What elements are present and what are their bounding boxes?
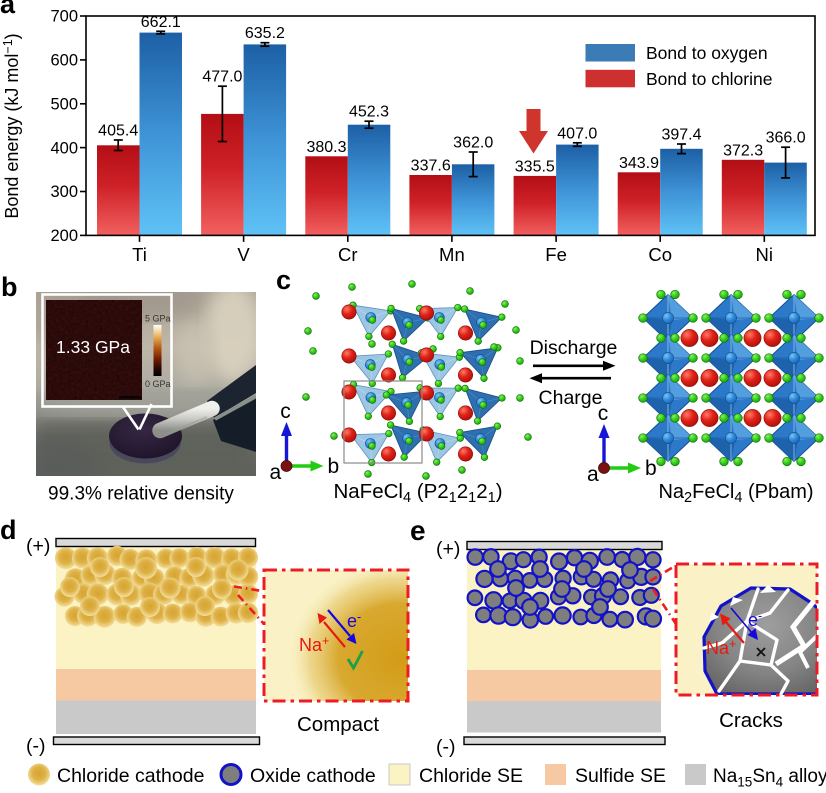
svg-text:452.3: 452.3 <box>349 104 389 121</box>
svg-text:Sulfide SE: Sulfide SE <box>575 765 666 787</box>
svg-text:Bond to oxygen: Bond to oxygen <box>646 43 768 63</box>
svg-text:500: 500 <box>50 96 78 114</box>
svg-text:b: b <box>328 455 340 478</box>
svg-text:335.5: 335.5 <box>515 158 555 175</box>
svg-text:Na+: Na+ <box>706 637 736 658</box>
svg-text:397.4: 397.4 <box>661 127 701 144</box>
svg-text:b: b <box>1 272 18 302</box>
svg-text:Bond energy (kJ mol−1): Bond energy (kJ mol−1) <box>1 33 22 218</box>
svg-text:1.33 GPa: 1.33 GPa <box>56 337 130 357</box>
svg-text:a: a <box>587 463 599 486</box>
svg-text:99.3% relative density: 99.3% relative density <box>48 484 234 505</box>
svg-text:Cracks: Cracks <box>719 709 783 732</box>
svg-text:477.0: 477.0 <box>202 69 242 86</box>
svg-text:200: 200 <box>50 227 78 245</box>
svg-text:400: 400 <box>50 139 78 157</box>
svg-text:Na15Sn4 alloy: Na15Sn4 alloy <box>713 766 826 790</box>
svg-text:Chloride cathode: Chloride cathode <box>57 765 204 787</box>
svg-text:380.3: 380.3 <box>306 139 346 156</box>
svg-text:366.0: 366.0 <box>766 130 806 147</box>
svg-text:Compact: Compact <box>297 713 379 736</box>
svg-text:Fe: Fe <box>545 244 567 265</box>
svg-text:662.1: 662.1 <box>141 14 181 31</box>
svg-text:343.9: 343.9 <box>619 155 659 172</box>
svg-text:e: e <box>410 515 426 546</box>
svg-text:300: 300 <box>50 183 78 201</box>
svg-text:0 GPa: 0 GPa <box>145 379 171 389</box>
svg-text:c: c <box>276 265 291 295</box>
svg-text:b: b <box>645 457 657 480</box>
svg-text:a: a <box>0 0 16 19</box>
svg-text:405.4: 405.4 <box>98 123 138 140</box>
svg-text:NaFeCl4 (P212121): NaFeCl4 (P212121) <box>333 480 502 506</box>
svg-text:372.3: 372.3 <box>723 142 763 159</box>
svg-text:Oxide cathode: Oxide cathode <box>250 765 376 787</box>
svg-text:(-): (-) <box>436 736 455 758</box>
svg-text:337.6: 337.6 <box>411 158 451 175</box>
svg-text:Chloride SE: Chloride SE <box>419 765 523 787</box>
svg-text:c: c <box>598 402 609 425</box>
svg-text:V: V <box>237 244 250 265</box>
svg-text:Charge: Charge <box>539 387 603 409</box>
svg-text:a: a <box>270 461 282 484</box>
svg-text:600: 600 <box>50 52 78 70</box>
svg-text:Na2FeCl4 (Pbam): Na2FeCl4 (Pbam) <box>658 481 813 506</box>
svg-text:407.0: 407.0 <box>557 125 597 142</box>
svg-text:Co: Co <box>648 244 672 265</box>
svg-text:(+): (+) <box>436 538 460 560</box>
svg-text:Bond to chlorine: Bond to chlorine <box>646 69 772 89</box>
svg-text:700: 700 <box>50 8 78 26</box>
svg-text:5 GPa: 5 GPa <box>145 314 171 324</box>
svg-text:Cr: Cr <box>338 244 358 265</box>
svg-text:362.0: 362.0 <box>453 135 493 152</box>
svg-text:Ti: Ti <box>132 244 147 265</box>
svg-text:(-): (-) <box>26 735 45 757</box>
svg-text:635.2: 635.2 <box>245 25 285 42</box>
svg-text:d: d <box>0 515 17 545</box>
svg-text:Discharge: Discharge <box>530 337 618 359</box>
svg-text:Na+: Na+ <box>299 634 329 655</box>
svg-text:Mn: Mn <box>439 244 465 265</box>
svg-text:(+): (+) <box>26 535 50 557</box>
svg-text:c: c <box>280 400 291 423</box>
svg-text:Ni: Ni <box>756 244 773 265</box>
